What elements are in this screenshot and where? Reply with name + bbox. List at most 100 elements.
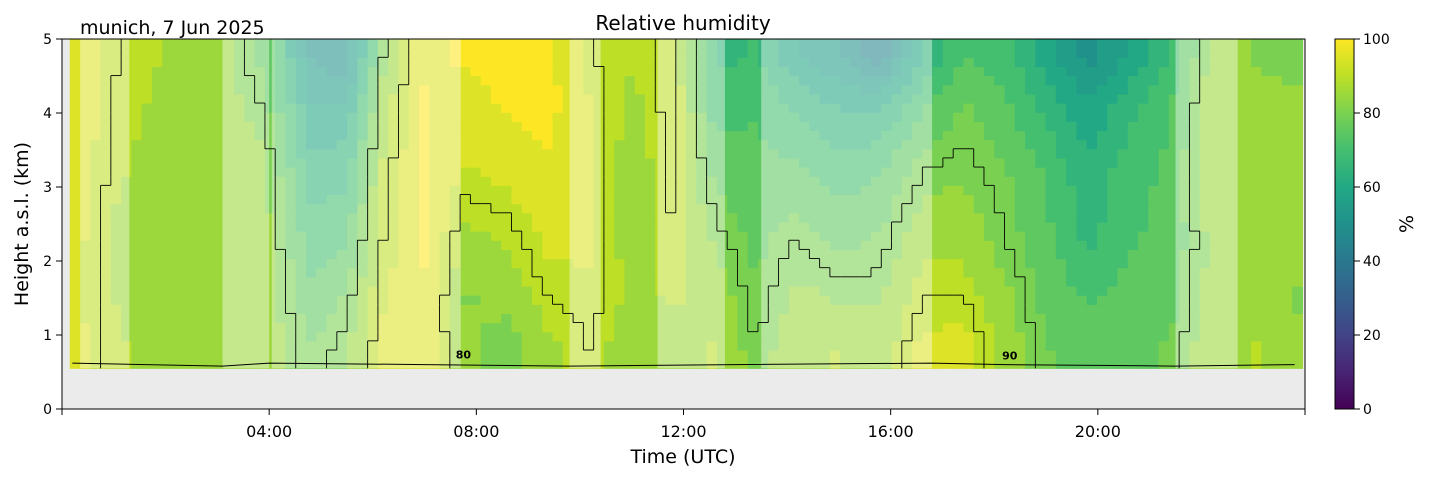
humidity-cell bbox=[1292, 340, 1304, 351]
humidity-cell bbox=[1168, 212, 1180, 223]
humidity-cell bbox=[1035, 276, 1047, 287]
humidity-cell bbox=[1261, 157, 1273, 168]
humidity-cell bbox=[901, 276, 913, 287]
humidity-cell bbox=[881, 212, 893, 223]
humidity-cell bbox=[1251, 322, 1262, 333]
humidity-cell bbox=[686, 185, 697, 196]
humidity-cell bbox=[429, 121, 441, 132]
humidity-cell bbox=[706, 112, 718, 122]
humidity-cell bbox=[819, 304, 831, 315]
humidity-cell bbox=[141, 157, 153, 168]
humidity-cell bbox=[470, 167, 482, 177]
humidity-cell bbox=[357, 258, 369, 269]
humidity-cell bbox=[1076, 75, 1088, 86]
humidity-cell bbox=[326, 75, 338, 86]
humidity-cell bbox=[172, 39, 184, 49]
humidity-cell bbox=[521, 249, 533, 260]
humidity-cell bbox=[675, 66, 687, 77]
humidity-cell bbox=[449, 121, 461, 132]
humidity-cell bbox=[480, 285, 492, 296]
humidity-cell bbox=[408, 331, 420, 342]
humidity-cell bbox=[439, 267, 451, 278]
humidity-cell bbox=[419, 157, 430, 168]
humidity-cell bbox=[408, 249, 420, 260]
humidity-cell bbox=[727, 48, 739, 58]
humidity-cell bbox=[901, 84, 913, 95]
humidity-cell bbox=[264, 240, 276, 250]
humidity-cell bbox=[912, 359, 923, 369]
humidity-cell bbox=[532, 267, 543, 278]
humidity-cell bbox=[603, 130, 615, 141]
humidity-cell bbox=[562, 130, 574, 141]
humidity-cell bbox=[1148, 157, 1160, 168]
humidity-cell bbox=[1292, 66, 1304, 77]
humidity-cell bbox=[316, 340, 328, 351]
humidity-cell bbox=[1199, 194, 1211, 205]
humidity-cell bbox=[193, 295, 204, 305]
humidity-cell bbox=[850, 331, 862, 342]
humidity-cell bbox=[182, 322, 194, 333]
humidity-cell bbox=[542, 39, 554, 49]
humidity-cell bbox=[480, 103, 492, 113]
humidity-cell bbox=[819, 139, 831, 150]
humidity-cell bbox=[912, 139, 923, 150]
humidity-cell bbox=[747, 331, 759, 342]
humidity-cell bbox=[80, 221, 91, 232]
humidity-cell bbox=[686, 176, 697, 186]
humidity-cell bbox=[1107, 276, 1119, 287]
humidity-cell bbox=[860, 48, 872, 58]
humidity-cell bbox=[326, 194, 338, 205]
humidity-cell bbox=[922, 276, 934, 287]
humidity-cell bbox=[388, 39, 400, 49]
humidity-cell bbox=[922, 84, 934, 95]
humidity-cell bbox=[747, 185, 759, 196]
humidity-cell bbox=[1117, 322, 1129, 333]
humidity-cell bbox=[1066, 112, 1078, 122]
humidity-cell bbox=[388, 231, 400, 241]
humidity-cell bbox=[244, 75, 256, 86]
humidity-cell bbox=[285, 249, 297, 260]
humidity-cell bbox=[603, 340, 615, 351]
colorbar-tick-label: 0 bbox=[1363, 402, 1372, 418]
humidity-cell bbox=[419, 359, 430, 369]
humidity-cell bbox=[593, 66, 605, 77]
humidity-cell bbox=[562, 84, 574, 95]
humidity-cell bbox=[942, 157, 954, 168]
humidity-cell bbox=[1076, 112, 1088, 122]
humidity-cell bbox=[829, 276, 841, 287]
humidity-cell bbox=[1117, 39, 1129, 49]
humidity-cell bbox=[634, 148, 646, 159]
humidity-cell bbox=[1004, 121, 1016, 132]
humidity-cell bbox=[1117, 103, 1129, 113]
humidity-cell bbox=[1281, 157, 1293, 168]
humidity-cell bbox=[439, 157, 451, 168]
humidity-cell bbox=[1076, 48, 1088, 58]
humidity-cell bbox=[254, 295, 266, 305]
humidity-cell bbox=[624, 157, 636, 168]
humidity-cell bbox=[460, 203, 471, 214]
humidity-cell bbox=[532, 285, 543, 296]
humidity-cell bbox=[922, 350, 934, 360]
humidity-cell bbox=[963, 340, 975, 351]
humidity-cell bbox=[1076, 93, 1088, 104]
humidity-cell bbox=[819, 313, 831, 324]
humidity-cell bbox=[254, 221, 266, 232]
humidity-cell bbox=[480, 57, 492, 68]
humidity-cell bbox=[1240, 148, 1252, 159]
humidity-cell bbox=[942, 185, 954, 196]
humidity-cell bbox=[501, 57, 513, 68]
humidity-cell bbox=[932, 267, 944, 278]
humidity-cell bbox=[151, 139, 163, 150]
humidity-cell bbox=[583, 221, 595, 232]
humidity-cell bbox=[203, 322, 215, 333]
humidity-cell bbox=[521, 276, 533, 287]
humidity-cell bbox=[942, 93, 954, 104]
humidity-cell bbox=[840, 249, 852, 260]
humidity-cell bbox=[80, 231, 91, 241]
humidity-cell bbox=[1127, 103, 1139, 113]
humidity-cell bbox=[994, 331, 1006, 342]
humidity-cell bbox=[757, 276, 769, 287]
humidity-cell bbox=[1179, 295, 1191, 305]
humidity-cell bbox=[552, 167, 564, 177]
humidity-cell bbox=[1281, 258, 1293, 269]
